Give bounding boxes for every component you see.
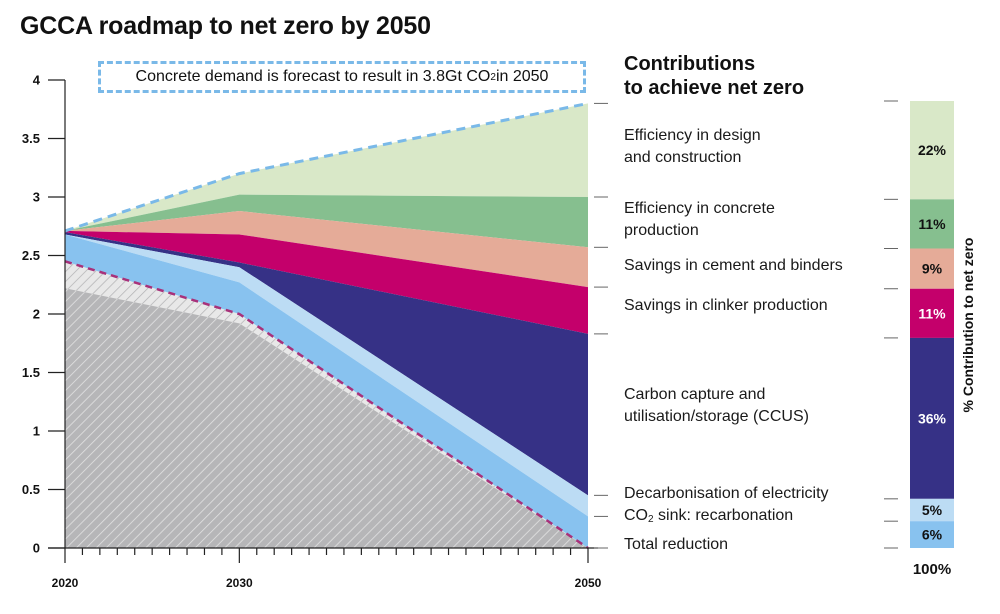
bar-axis-label: % Contribution to net zero (960, 237, 976, 413)
legend-label-line: Efficiency in design (624, 127, 761, 144)
y-tick-label: 2 (33, 307, 40, 322)
demand-annotation: Concrete demand is forecast to result in… (98, 61, 586, 93)
legend-ticks (594, 102, 608, 549)
contributions-title-line1: Contributions (624, 53, 756, 75)
area-efficiency-in-design-and-construction (65, 103, 588, 231)
bar-segment-label: 11% (918, 216, 946, 232)
x-tick-label: 2030 (226, 576, 253, 590)
bar-segment (910, 101, 954, 200)
y-tick-label: 3 (33, 190, 40, 205)
legend-label-line: Carbon capture and (624, 386, 766, 403)
bar-segment-label: 9% (922, 261, 943, 277)
bar-segment-label: 6% (922, 527, 943, 543)
legend-label-part: CO (624, 507, 648, 524)
bar-segment (910, 288, 954, 338)
x-tick-label: 2020 (52, 576, 79, 590)
area-carbon-capture-and-utilisation-storage-ccus- (65, 232, 588, 496)
legend-label-concrete-production: Efficiency in concrete production (624, 198, 775, 242)
contributions-title: Contributions to achieve net zero (624, 52, 804, 100)
legend-label-line: production (624, 222, 699, 239)
bar-segment (910, 248, 954, 289)
legend-label-sub: 2 (648, 514, 654, 525)
area-remaining-hatched-dark (65, 288, 588, 548)
y-tick-label: 3.5 (22, 131, 40, 146)
y-tick-label: 2.5 (22, 248, 40, 263)
bar-segment-label: 36% (918, 410, 947, 426)
contribution-bar: 22% 11% 9% 11% 36% 5% 6% (884, 100, 954, 549)
bar-segment (910, 337, 954, 499)
bar-total: 100% (912, 561, 952, 578)
legend-label-line: utilisation/storage (CCUS) (624, 408, 809, 425)
legend-label-cement-binders: Savings in cement and binders (624, 257, 843, 274)
axes: 0 0.5 1 1.5 2 2.5 3 3.5 4 2020 2030 2050 (22, 73, 602, 591)
x-tick-label: 2050 (575, 576, 602, 590)
demand-forecast-line (64, 101, 589, 233)
contributions-title-line2: to achieve net zero (624, 77, 805, 99)
legend-label-recarbonation: CO2 sink: recarbonation (624, 505, 793, 531)
legend-label-line: and construction (624, 149, 742, 166)
legend-label-clinker-production: Savings in clinker production (624, 297, 828, 314)
y-tick-label: 1 (33, 424, 40, 439)
annotation-subscript: 2 (490, 71, 496, 83)
legend-label-design-construction: Efficiency in design and construction (624, 125, 761, 169)
bar-segment-label: 11% (918, 305, 946, 321)
legend-label-electricity: Decarbonisation of electricity (624, 485, 829, 502)
legend-label-line: Efficiency in concrete (624, 200, 775, 217)
legend-label-part: sink: recarbonation (653, 507, 794, 524)
y-tick-label: 0.5 (22, 482, 40, 497)
legend-label-total-reduction: Total reduction (624, 536, 729, 553)
bar-segment-label: 5% (922, 502, 943, 518)
legend-label-ccus: Carbon capture and utilisation/storage (… (624, 384, 809, 428)
bar-segment (910, 521, 954, 548)
y-tick-label: 1.5 (22, 365, 40, 380)
chart-title: GCCA roadmap to net zero by 2050 (20, 12, 431, 40)
series-lines (64, 101, 589, 550)
bar-segment-label: 22% (918, 142, 947, 158)
y-tick-label: 4 (33, 73, 41, 88)
area-layers (65, 103, 588, 548)
y-tick-label: 0 (33, 541, 40, 556)
area-savings-in-clinker-production (65, 230, 588, 334)
annotation-text-end: in 2050 (495, 68, 549, 85)
area-co2-sink-recarbonation (65, 234, 588, 548)
bar-segment (910, 498, 954, 522)
area-savings-in-cement-and-binders (65, 211, 588, 288)
area-efficiency-in-concrete-production (65, 194, 588, 248)
bar-segment (910, 199, 954, 249)
net-emissions-line (64, 260, 589, 550)
annotation-text: Concrete demand is forecast to result in… (135, 68, 491, 85)
